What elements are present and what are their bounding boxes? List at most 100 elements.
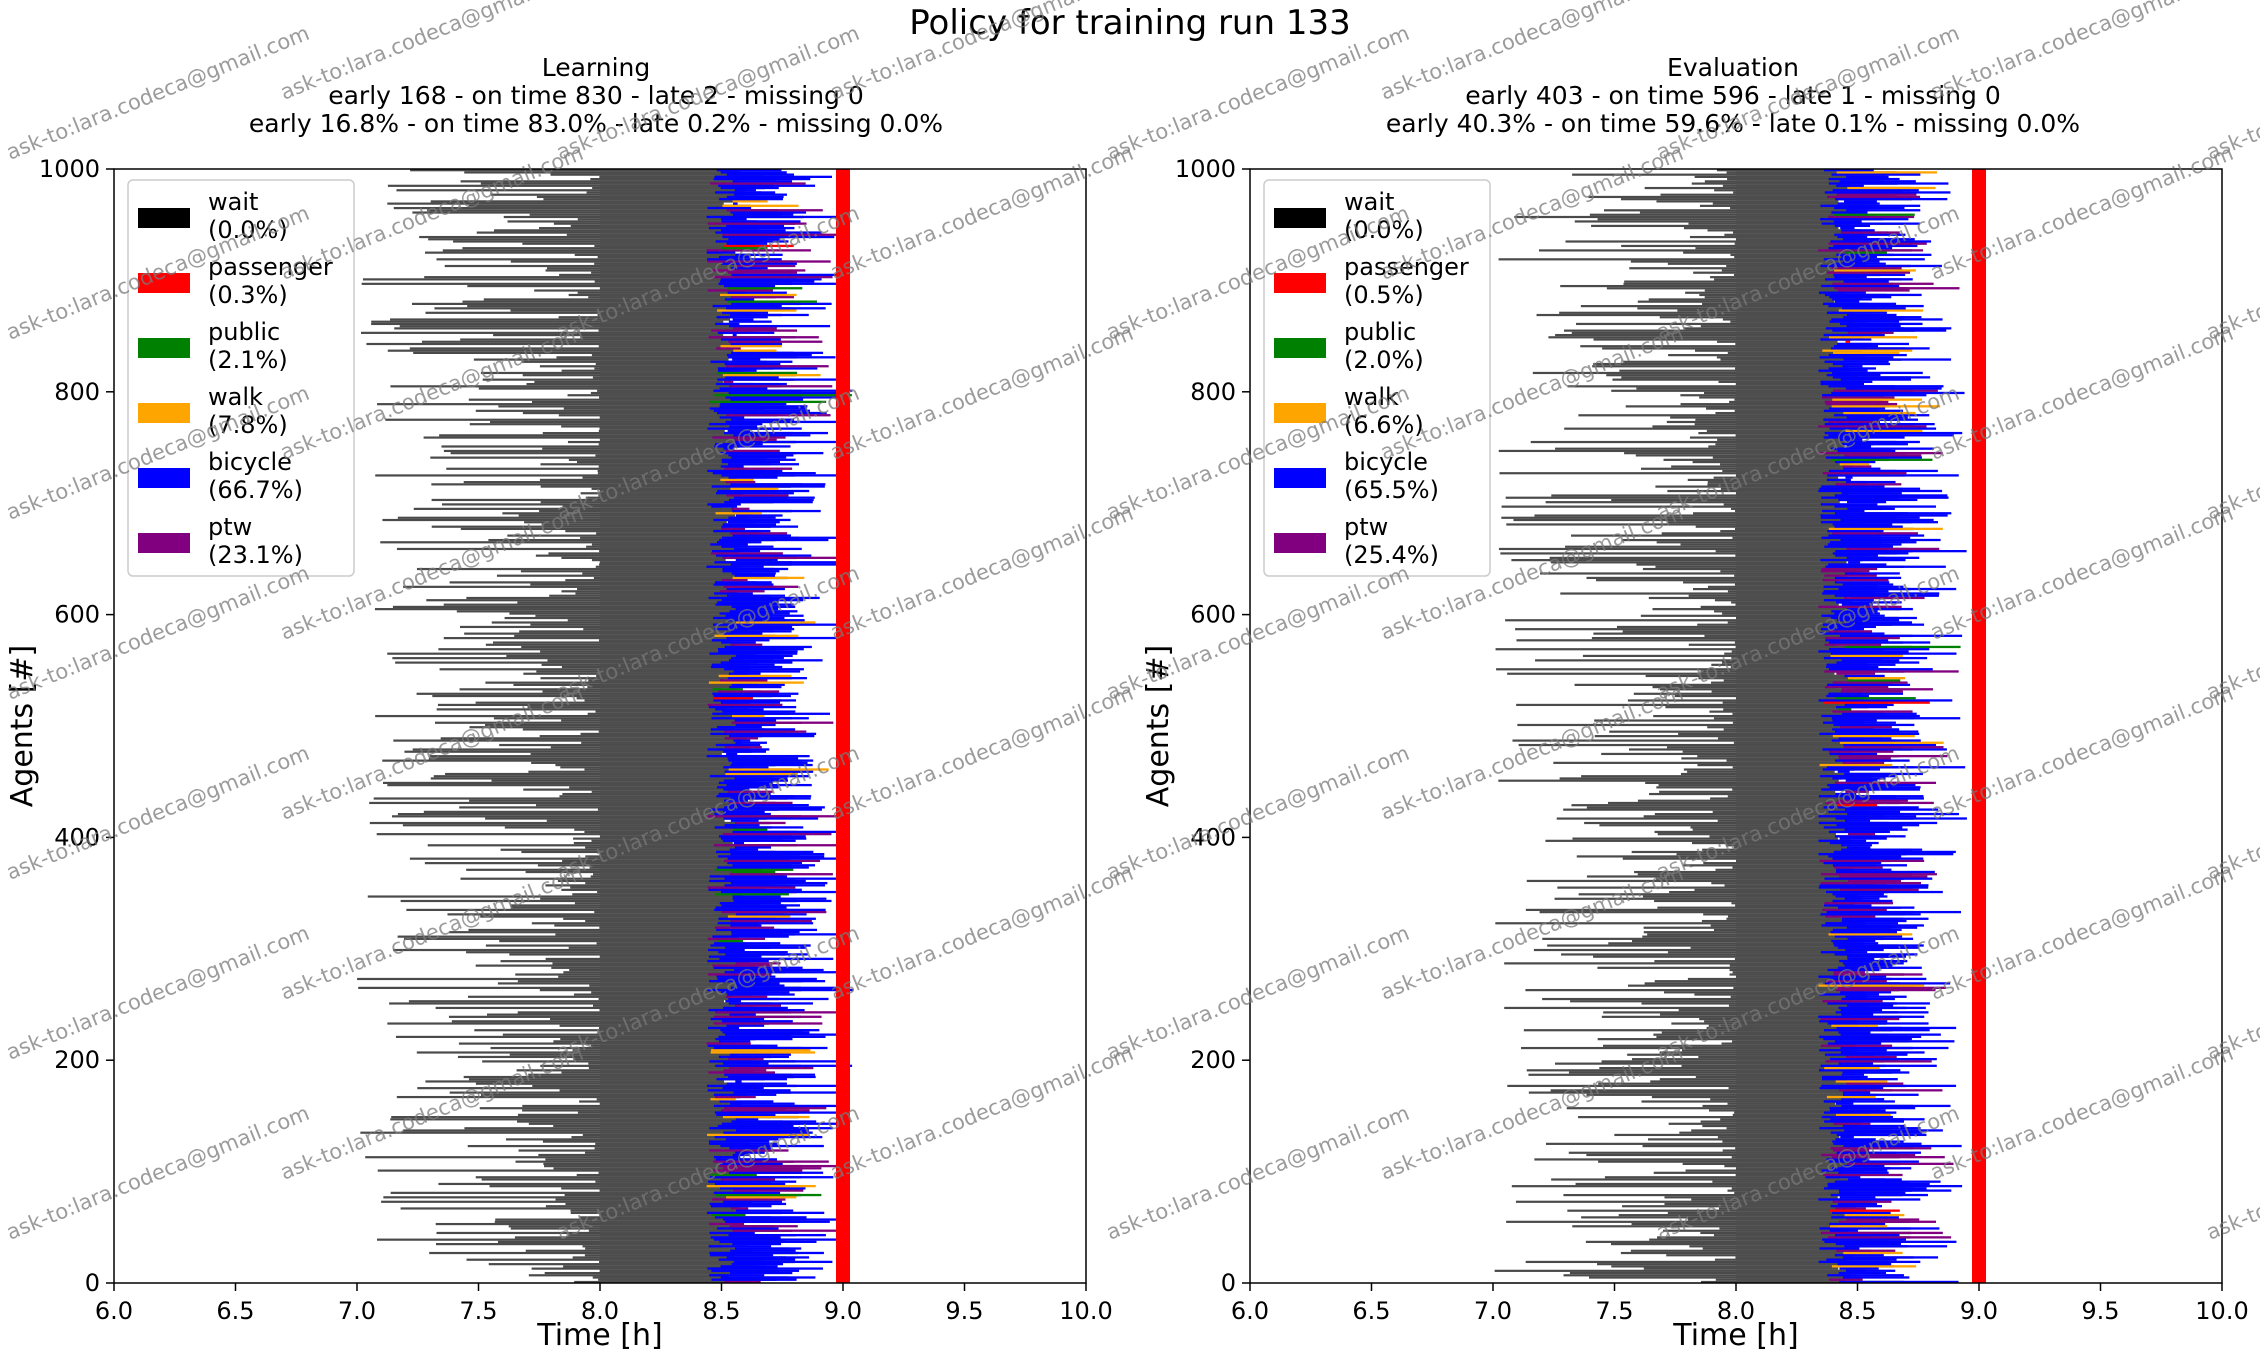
agent-wait-segment [395, 661, 600, 664]
agent-travel-segment [1736, 1209, 1855, 1212]
agent-travel-segment [1736, 939, 1858, 943]
agent-mode-segment [711, 717, 809, 720]
agent-wait-segment [392, 605, 600, 609]
agent-travel-segment [1736, 365, 1849, 368]
agent-wait-segment [529, 213, 600, 216]
agent-travel-segment [600, 402, 761, 406]
agent-mode-segment [710, 728, 796, 731]
agent-travel-segment [1736, 561, 1847, 564]
agent-travel-segment [1736, 1144, 1914, 1148]
agent-travel-segment [600, 570, 740, 573]
agent-travel-segment [1736, 376, 1911, 379]
agent-wait-segment [522, 1109, 600, 1112]
agent-mode-segment [1818, 425, 1927, 428]
agent-wait-segment [577, 587, 600, 591]
agent-travel-segment [600, 1115, 799, 1119]
agent-travel-segment [600, 318, 731, 321]
agent-mode-segment [715, 240, 789, 243]
agent-wait-segment [1611, 498, 1736, 502]
agent-wait-segment [1730, 995, 1736, 998]
agent-wait-segment [1721, 269, 1736, 272]
agent-mode-segment [713, 616, 785, 620]
x-tick-label: 8.5 [1838, 1297, 1876, 1325]
agent-mode-segment [722, 1031, 810, 1034]
agent-mode-segment [732, 576, 805, 580]
agent-mode-segment [1833, 973, 1923, 976]
agent-wait-segment [1567, 1209, 1736, 1212]
y-tick-label: 400 [1190, 823, 1236, 851]
agent-travel-segment [1736, 1265, 1894, 1268]
legend-share-ptw: (23.1%) [208, 541, 303, 569]
agent-travel-segment [1736, 565, 1905, 568]
agent-mode-segment [1825, 922, 1899, 925]
agent-wait-segment [1559, 311, 1736, 314]
agent-travel-segment [600, 734, 763, 738]
agent-travel-segment [1736, 554, 1867, 557]
agent-wait-segment [1717, 438, 1736, 441]
agent-wait-segment [1501, 505, 1736, 508]
agent-wait-segment [1571, 331, 1736, 334]
agent-mode-segment [734, 968, 824, 972]
agent-travel-segment [1736, 523, 1863, 526]
agent-mode-segment [1844, 572, 1900, 575]
legend: wait (0.0%) passenger (0.5%) public (2.0… [1263, 179, 1491, 577]
agent-travel-segment [600, 293, 746, 297]
agent-wait-segment [390, 1191, 600, 1194]
agent-wait-segment [1654, 899, 1736, 903]
agent-travel-segment [1736, 416, 1853, 419]
agent-travel-segment [600, 1251, 799, 1255]
agent-travel-segment [600, 191, 762, 194]
agent-travel-segment [1736, 572, 1862, 575]
agent-travel-segment [1736, 699, 1899, 702]
agent-wait-segment [564, 1193, 600, 1197]
agent-wait-segment [469, 726, 600, 729]
agent-mode-segment [718, 792, 771, 796]
agent-travel-segment [600, 538, 776, 542]
agent-travel-segment [1736, 1029, 1893, 1032]
legend-label-walk: walk [1344, 383, 1399, 411]
agent-travel-segment [1736, 496, 1900, 499]
agent-wait-segment [1648, 596, 1736, 600]
agent-mode-segment [721, 460, 780, 464]
agent-mode-segment [710, 665, 783, 669]
agent-wait-segment [485, 817, 600, 820]
agent-travel-segment [1736, 955, 1890, 958]
agent-wait-segment [1589, 213, 1736, 216]
agent-travel-segment [1736, 231, 1889, 234]
agent-travel-segment [1736, 1129, 1894, 1132]
agent-travel-segment [600, 770, 803, 773]
agent-mode-segment [1847, 957, 1875, 961]
agent-mode-segment [724, 244, 794, 248]
agent-wait-segment [427, 209, 600, 212]
agent-travel-segment [1736, 1053, 1874, 1056]
agent-travel-segment [600, 445, 740, 448]
agent-wait-segment [1698, 432, 1736, 435]
agent-wait-segment [365, 1156, 600, 1159]
legend: wait (0.0%) passenger (0.3%) public (2.1… [127, 179, 355, 577]
agent-travel-segment [600, 663, 749, 667]
agent-mode-segment [1826, 1095, 1876, 1099]
agent-travel-segment [1736, 373, 1858, 377]
agent-travel-segment [1736, 942, 1864, 945]
agent-mode-segment [1821, 509, 1865, 513]
agent-wait-segment [1572, 173, 1736, 176]
agent-mode-segment [1845, 790, 1869, 793]
agent-mode-segment [1833, 1122, 1871, 1125]
agent-wait-segment [1698, 677, 1736, 680]
agent-wait-segment [1606, 374, 1736, 377]
agent-wait-segment [1734, 957, 1736, 961]
agent-travel-segment [600, 244, 751, 248]
agent-mode-segment [1838, 757, 1891, 760]
agent-mode-segment [730, 296, 794, 299]
agent-mode-segment [707, 703, 783, 707]
agent-wait-segment [1557, 886, 1736, 889]
agent-travel-segment [1736, 467, 1844, 470]
agent-travel-segment [600, 962, 741, 965]
agent-mode-segment [717, 309, 797, 312]
agent-wait-segment [459, 625, 600, 629]
agent-wait-segment [567, 619, 600, 622]
agent-wait-segment [396, 1095, 600, 1099]
agent-mode-segment [712, 712, 830, 715]
agent-mode-segment [725, 1033, 846, 1036]
agent-travel-segment [1736, 407, 1867, 410]
